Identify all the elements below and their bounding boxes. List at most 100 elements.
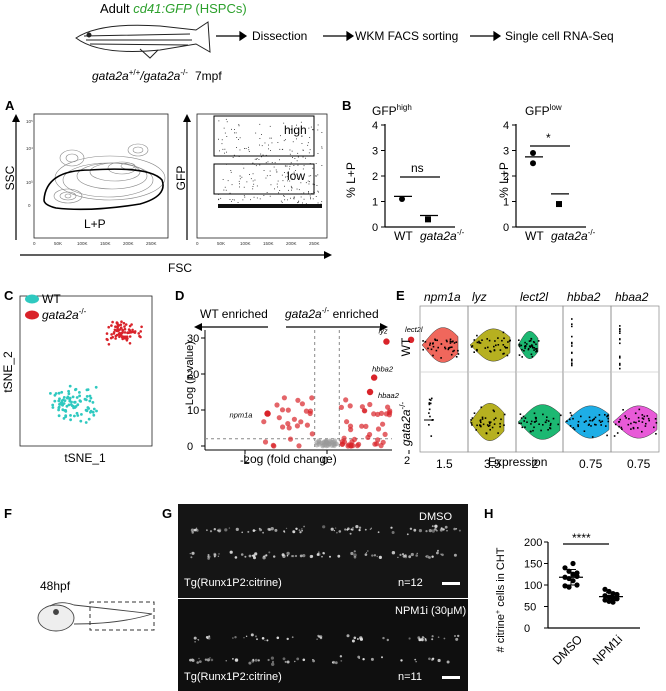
tsne-point-wt: [84, 421, 88, 424]
violin-dot: [437, 346, 439, 349]
violin-dot: [499, 425, 501, 428]
violin-dot: [527, 348, 530, 351]
violin-dot: [480, 425, 482, 428]
violin-dot: [591, 436, 594, 438]
violin-dot: [535, 420, 538, 422]
b2-wt-point: [530, 150, 536, 157]
violin-dot: [530, 430, 532, 433]
violin-dot: [470, 422, 473, 424]
violin-dot: [480, 421, 482, 424]
volcano-point: [383, 411, 389, 417]
volcano-point: [261, 419, 267, 425]
svg-text:10⁴: 10⁴: [26, 146, 33, 151]
header-workflow: Adult cd41:GFP (HSPCs) gata2a+/+/gata2a-…: [75, 1, 614, 83]
violin-dot: [530, 423, 532, 425]
tsne-point-mut: [119, 323, 123, 327]
tsne-point-wt: [72, 406, 75, 410]
tsne-point-mut: [118, 328, 122, 331]
violin-dot: [479, 419, 482, 421]
violin-dot: [605, 425, 607, 427]
tsne-point-mut: [112, 331, 116, 334]
violin-dot: [473, 339, 476, 341]
h-point: [570, 578, 576, 584]
volcano-point: [285, 421, 291, 427]
violin-dot: [590, 425, 592, 427]
volcano-point: [367, 401, 373, 408]
violin-dot: [476, 424, 478, 427]
volcano-point: [351, 436, 358, 442]
violin-dot: [557, 423, 559, 426]
violin-dot: [634, 412, 637, 415]
header-adult: Adult: [100, 1, 130, 16]
violin-dot: [520, 422, 522, 425]
violin-dot: [530, 338, 533, 340]
gfp-high-title: GFPhigh: [372, 103, 412, 118]
volcano-point: [299, 401, 305, 407]
volcano-point-hbba2: [370, 374, 378, 381]
volcano-ytick: 10: [187, 405, 199, 417]
violin-dot: [538, 423, 540, 425]
violin-dot: [648, 419, 650, 422]
violin-dot: [641, 430, 643, 433]
violin-dot: [587, 424, 590, 426]
gene-label-npm1a: npm1a: [230, 411, 253, 420]
violin-row-mut: gata2a-/-: [398, 402, 413, 447]
violin-dot: [488, 421, 491, 423]
tsne-point-wt: [67, 389, 70, 393]
tsne-point-wt: [64, 414, 68, 417]
tsne-point-mut: [116, 328, 119, 331]
violin-dot: [473, 351, 475, 353]
tsne-point-wt: [78, 394, 81, 398]
volcano-point: [359, 423, 365, 429]
svg-text:200K: 200K: [286, 241, 297, 246]
violin-dot: [524, 341, 526, 344]
violin-dot: [453, 342, 456, 344]
violin-dot: [476, 334, 478, 337]
gene-label-hbaa2: hbaa2: [378, 391, 400, 400]
tsne-point-mut: [105, 332, 109, 335]
violin-dot: [530, 345, 533, 347]
step-rnaseq: Single cell RNA-Seq: [505, 29, 614, 43]
violin-dot: [613, 435, 616, 437]
violin-dot: [452, 340, 454, 343]
h-ytick: 200: [524, 537, 542, 549]
violin-dot: [560, 414, 562, 417]
fsc-arrow-icon: [324, 251, 332, 259]
legend-wt-swatch: [25, 294, 39, 304]
violin-dot: [486, 424, 489, 426]
header-age: 7mpf: [195, 69, 222, 83]
tsne-point-mut: [114, 325, 117, 329]
volcano-point: [271, 443, 277, 449]
violin-dot: [475, 429, 477, 431]
violin-dot: [647, 417, 650, 420]
svg-text:50K: 50K: [217, 241, 225, 246]
violin-dot: [573, 428, 576, 431]
tsne-point-mut: [110, 333, 113, 336]
h-point: [574, 582, 580, 588]
violin-dot: [641, 414, 644, 416]
violin-dot: [619, 418, 621, 421]
violin-dot: [432, 354, 434, 357]
violin-dot: [487, 425, 490, 427]
right-arrow-icon: [380, 323, 388, 331]
tsne-points: [49, 320, 143, 424]
volcano-point-ns: [324, 439, 329, 445]
violin-dot: [641, 421, 644, 423]
violin-dot: [593, 418, 595, 420]
violin-dot: [521, 356, 523, 358]
violin-dot: [524, 345, 527, 347]
h-point: [574, 570, 580, 576]
b2-ytick: 0: [503, 222, 509, 234]
violin-dot: [447, 347, 450, 349]
violin-dot: [625, 417, 627, 419]
tsne-point-mut: [127, 331, 131, 335]
tsne-point-wt: [51, 406, 55, 409]
violin-dot: [604, 414, 606, 416]
violin-dot: [598, 414, 601, 416]
violin-dot: [422, 340, 424, 342]
violin-dot: [632, 426, 635, 429]
violin-dot: [549, 427, 551, 429]
scale-bar-bottom: [442, 676, 460, 679]
violin-dot: [630, 422, 632, 425]
